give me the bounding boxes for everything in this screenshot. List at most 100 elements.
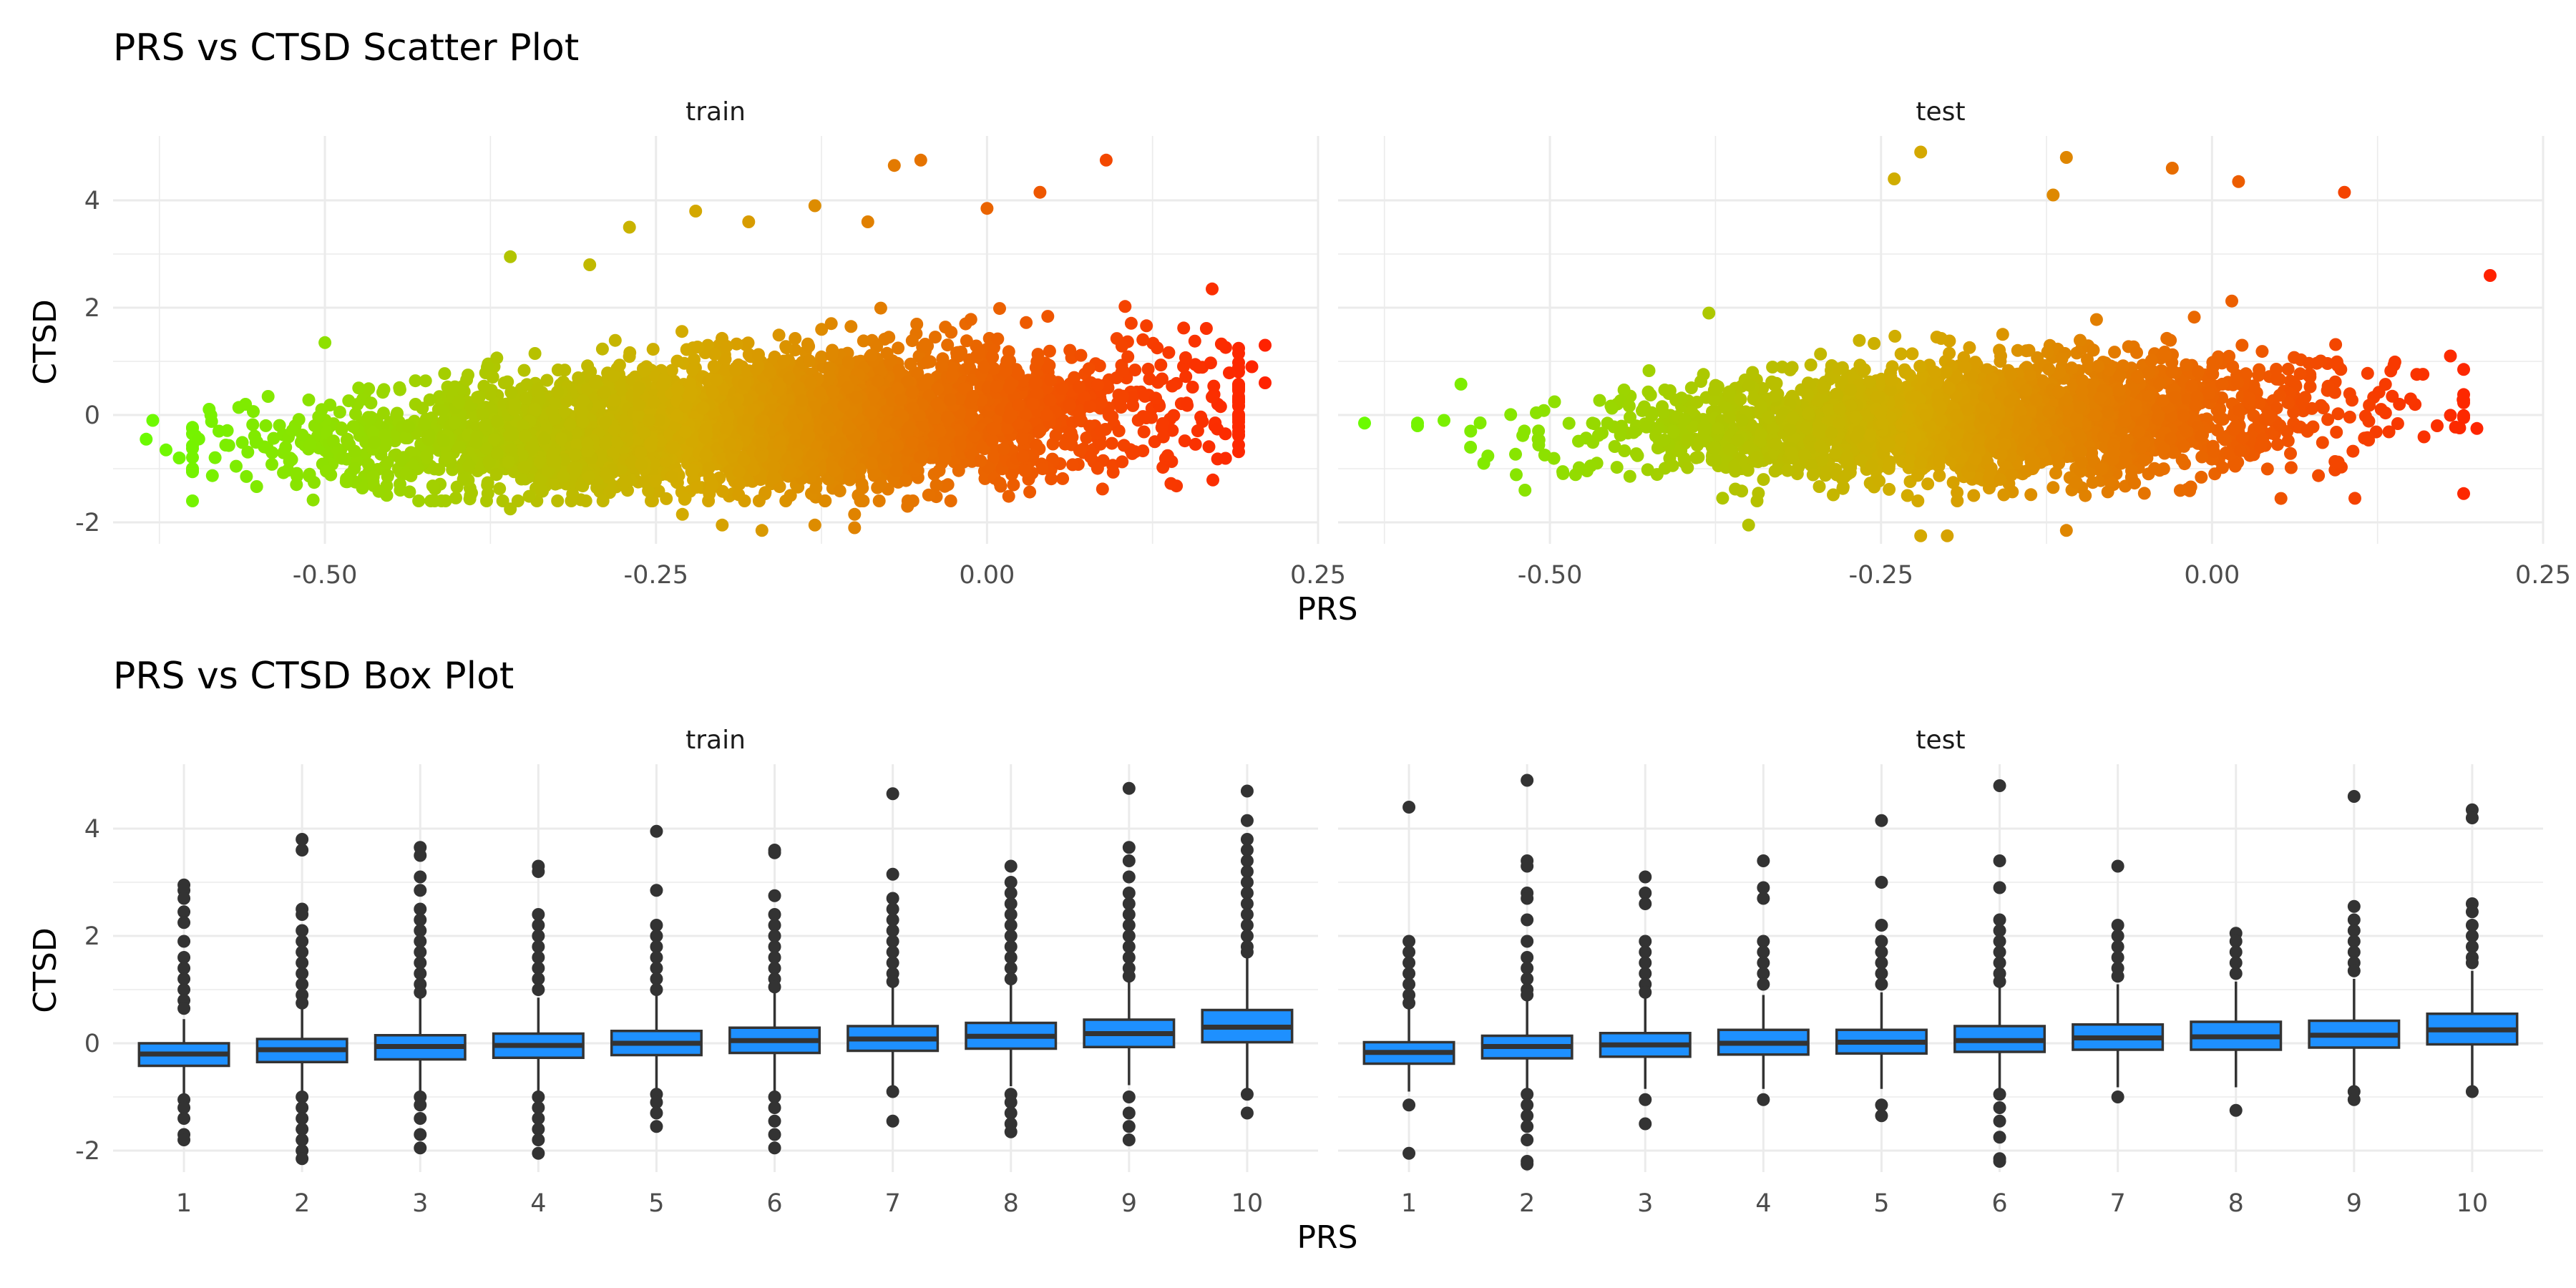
scatter-point [1001, 421, 1015, 435]
scatter-point [230, 459, 243, 473]
scatter-point [1106, 410, 1119, 424]
scatter-point [493, 482, 507, 495]
scatter-point [306, 493, 320, 507]
scatter-point [779, 340, 793, 353]
scatter-point [696, 401, 709, 415]
scatter-point [1018, 464, 1032, 477]
scatter-point [1016, 449, 1030, 463]
scatter-point [531, 382, 545, 396]
scatter-point [750, 363, 763, 376]
scatter-point [880, 346, 894, 360]
scatter-point [340, 434, 353, 447]
scatter-point [582, 470, 596, 484]
scatter-point [819, 494, 832, 507]
scatter-point [381, 470, 394, 484]
scatter-point [791, 380, 805, 394]
scatter-point [401, 420, 415, 434]
scatter-point [774, 377, 786, 391]
scatter-point [763, 366, 776, 379]
scatter-point [1056, 472, 1070, 485]
scatter-point [1105, 436, 1118, 450]
scatter-point [364, 411, 378, 424]
scatter-point [472, 390, 486, 404]
scatter-point [910, 318, 924, 331]
scatter-point [1232, 380, 1245, 394]
scatter-point [930, 479, 943, 492]
scatter-point [1116, 364, 1130, 378]
scatter-point [892, 341, 905, 355]
scatter-point [1214, 337, 1228, 351]
scatter-point [1082, 362, 1096, 376]
scatter-point [874, 301, 887, 315]
scatter-point [1094, 424, 1108, 438]
scatter-point [497, 376, 511, 390]
scatter-point [1156, 430, 1170, 444]
scatter-point [1232, 445, 1245, 459]
scatter-point [891, 381, 904, 395]
scatter-point [192, 432, 205, 446]
scatter-point [667, 440, 680, 454]
scatter-point [790, 447, 804, 461]
scatter-point [736, 423, 750, 436]
scatter-point [1012, 367, 1025, 381]
scatter-point [939, 321, 952, 334]
scatter-point [452, 395, 466, 409]
scatter-point [1154, 358, 1168, 372]
scatter-point [686, 364, 699, 376]
scatter-point [1112, 424, 1126, 438]
scatter-point [1166, 424, 1179, 437]
scatter-point [481, 476, 494, 489]
scatter-point [808, 199, 821, 213]
scatter-point [426, 479, 439, 493]
scatter-point [250, 480, 263, 493]
scatter-point [172, 452, 186, 464]
scatter-point [1139, 411, 1153, 424]
scatter-points-test [1358, 145, 2497, 542]
scatter-point [1178, 434, 1191, 448]
scatter-point [1259, 376, 1272, 389]
scatter-point [421, 433, 435, 447]
scatter-point [320, 464, 333, 478]
scatter-point [1137, 425, 1151, 439]
scatter-point [1073, 404, 1087, 417]
scatter-point [869, 416, 882, 430]
scatter-point [922, 389, 936, 403]
scatter-point [1033, 424, 1047, 438]
scatter-point [439, 494, 452, 507]
scatter-point [1043, 344, 1056, 358]
scatter-point [648, 474, 662, 488]
scatter-point [802, 340, 816, 353]
scatter-point [522, 489, 536, 503]
scatter-panel-test [1338, 136, 2545, 544]
scatter-point [1099, 153, 1113, 167]
scatter-point [589, 376, 602, 389]
scatter-point [729, 364, 742, 377]
scatter-point [273, 419, 286, 432]
scatter-point [1454, 377, 1468, 391]
scatter-point [716, 518, 729, 532]
scatter-point [1473, 416, 1487, 429]
scatter-point [2363, 399, 2376, 412]
scatter-point [1124, 316, 1138, 330]
scatter-point [520, 378, 534, 391]
scatter-point [160, 443, 172, 457]
scatter-point [904, 357, 917, 371]
scatter-point [1036, 462, 1049, 476]
scatter-point [620, 419, 633, 433]
scatter-point [348, 444, 361, 458]
scatter-point [865, 457, 879, 470]
scatter-point [1116, 389, 1130, 403]
scatter-point [741, 336, 755, 350]
scatter-point [808, 518, 821, 532]
scatter-point [577, 394, 590, 408]
scatter-point [1049, 429, 1063, 442]
scatter-point [335, 423, 348, 436]
scatter-point [740, 394, 753, 406]
scatter-point [608, 333, 622, 347]
scatter-point [688, 353, 701, 366]
scatter-point [290, 478, 303, 492]
scatter-point [670, 354, 684, 368]
scatter-point [504, 502, 517, 516]
scatter-point [1149, 391, 1163, 405]
